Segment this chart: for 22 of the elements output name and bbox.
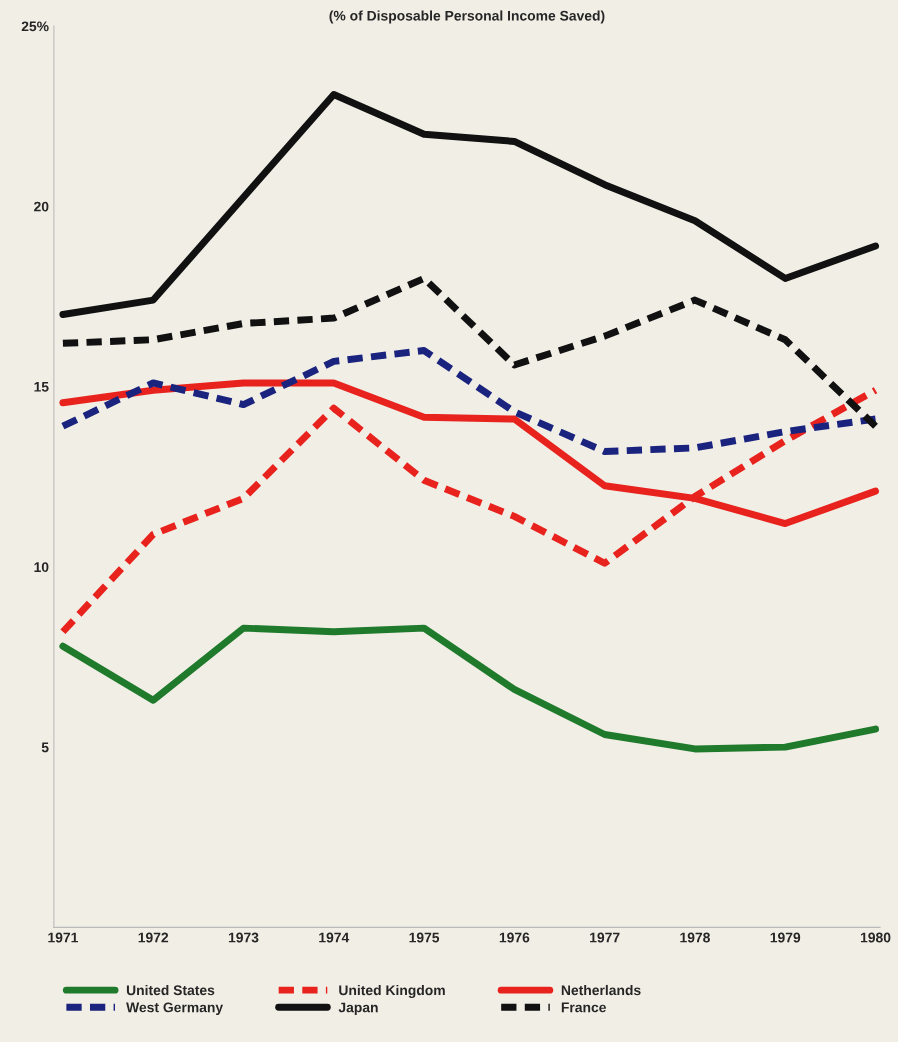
legend-label: France [561, 1002, 606, 1013]
x-tick-label: 1978 [680, 932, 710, 943]
x-tick-label: 1972 [138, 932, 169, 943]
x-tick-label: 1980 [860, 932, 891, 943]
y-tick-label: 15 [34, 382, 49, 392]
legend-label: West Germany [126, 1002, 224, 1016]
legend-label: Japan [338, 1002, 378, 1016]
y-tick-label: 20 [34, 201, 49, 212]
x-tick-label: 1977 [590, 932, 620, 943]
y-tick-label: 25% [21, 21, 49, 32]
x-tick-label: 1973 [228, 932, 259, 943]
legend-label: Netherlands [561, 984, 641, 996]
x-tick-label: 1971 [48, 932, 78, 943]
x-tick-label: 1976 [499, 932, 530, 943]
chart-title: (% of Disposable Personal Income Saved) [329, 10, 605, 24]
legend-label: United Kingdom [339, 984, 445, 998]
x-tick-label: 1979 [770, 932, 801, 943]
y-tick-label: 5 [41, 742, 49, 753]
legend-label: United States [126, 984, 215, 996]
x-tick-label: 1974 [319, 932, 350, 943]
x-tick-label: 1975 [409, 932, 440, 943]
y-tick-label: 10 [34, 562, 49, 573]
